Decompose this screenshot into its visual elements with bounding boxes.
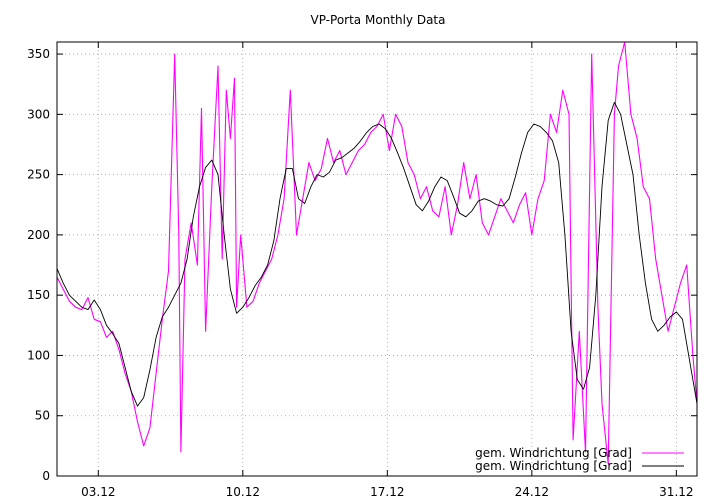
y-tick-label: 50 xyxy=(35,409,50,423)
y-tick-label: 300 xyxy=(27,107,50,121)
y-tick-label: 100 xyxy=(27,348,50,362)
chart-title: VP-Porta Monthly Data xyxy=(311,13,446,27)
y-tick-label: 0 xyxy=(42,469,50,483)
grid-lines xyxy=(57,42,697,477)
plot-frame xyxy=(56,41,698,477)
y-tick-label: 350 xyxy=(27,47,50,61)
series-lines xyxy=(56,41,698,465)
legend-label: gem. Windrichtung [Grad] xyxy=(475,459,632,473)
legend: gem. Windrichtung [Grad]gem. Windrichtun… xyxy=(475,446,684,473)
x-tick-label: 03.12 xyxy=(81,485,115,499)
x-tick-label: 17.12 xyxy=(370,485,404,499)
y-tick-label: 200 xyxy=(27,228,50,242)
x-tick-label: 10.12 xyxy=(226,485,260,499)
x-tick-label: 31.12 xyxy=(659,485,693,499)
y-tick-label: 150 xyxy=(27,288,50,302)
series-line-smoothed xyxy=(56,101,698,407)
series-line-raw xyxy=(56,41,698,465)
x-tick-label: 24.12 xyxy=(515,485,549,499)
legend-label: gem. Windrichtung [Grad] xyxy=(475,446,632,460)
axes: 0 50 100 150 200 250 300 350 03.12 10.12 17.12 24.1… xyxy=(27,41,698,499)
y-tick-label: 250 xyxy=(27,168,50,182)
